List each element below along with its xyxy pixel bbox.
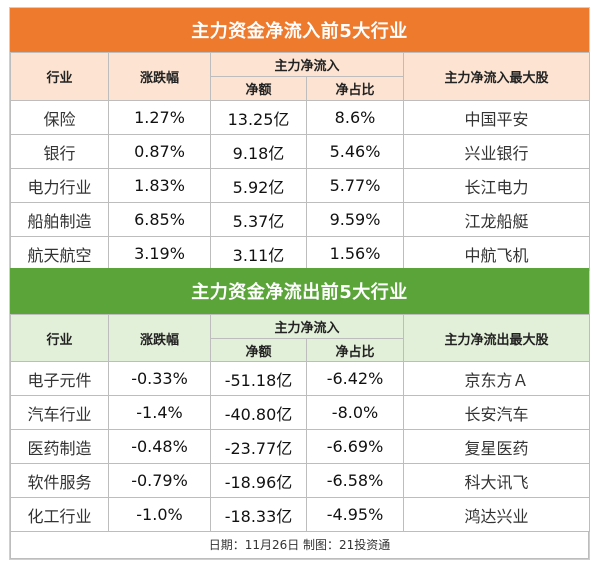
industry-cell: 医药制造 — [10, 429, 109, 464]
header-industry: 行业 — [10, 314, 109, 362]
header-top-stock: 主力净流出最大股 — [403, 314, 591, 362]
ratio-cell: 5.77% — [305, 168, 405, 203]
industry-cell: 汽车行业 — [10, 395, 109, 430]
stock-cell: 江龙船艇 — [403, 202, 591, 237]
ratio-cell: -6.69% — [305, 429, 405, 464]
amount-cell: 5.37亿 — [210, 202, 307, 237]
industry-cell: 电力行业 — [10, 168, 109, 203]
header-net-ratio: 净占比 — [305, 76, 405, 101]
stock-cell: 复星医药 — [403, 429, 591, 464]
amount-cell: -51.18亿 — [210, 361, 307, 396]
header-change: 涨跌幅 — [108, 52, 211, 101]
amount-cell: 9.18亿 — [210, 134, 307, 169]
change-cell: 3.19% — [108, 236, 211, 271]
table-row: 电子元件 -0.33% -51.18亿 -6.42% 京东方Ａ — [10, 361, 591, 396]
table-row: 化工行业 -1.0% -18.33亿 -4.95% 鸿达兴业 — [10, 497, 591, 532]
amount-cell: -40.80亿 — [210, 395, 307, 430]
stock-cell: 兴业银行 — [403, 134, 591, 169]
outflow-title: 主力资金净流出前5大行业 — [10, 268, 589, 314]
header-net-amount: 净额 — [210, 76, 307, 101]
header-net-ratio: 净占比 — [305, 338, 405, 362]
industry-cell: 化工行业 — [10, 497, 109, 532]
header-net-amount: 净额 — [210, 338, 307, 362]
industry-cell: 船舶制造 — [10, 202, 109, 237]
amount-cell: 3.11亿 — [210, 236, 307, 271]
change-cell: -1.4% — [108, 395, 211, 430]
header-change: 涨跌幅 — [108, 314, 211, 362]
ratio-cell: -8.0% — [305, 395, 405, 430]
header-net-group: 主力净流入 — [209, 52, 405, 77]
stock-cell: 科大讯飞 — [403, 463, 591, 498]
amount-cell: 13.25亿 — [210, 100, 307, 135]
stock-cell: 鸿达兴业 — [403, 497, 591, 532]
outflow-table: 行业 涨跌幅 主力净流入 主力净流出最大股 净额 净占比 电子元件 -0.33%… — [10, 314, 591, 532]
table-row: 航天航空 3.19% 3.11亿 1.56% 中航飞机 — [10, 236, 591, 271]
amount-cell: 5.92亿 — [210, 168, 307, 203]
table-row: 船舶制造 6.85% 5.37亿 9.59% 江龙船艇 — [10, 202, 591, 237]
stock-cell: 中航飞机 — [403, 236, 591, 271]
stock-cell: 京东方Ａ — [403, 361, 591, 396]
inflow-table: 行业 涨跌幅 主力净流入 主力净流入最大股 净额 净占比 保险 1.27% 13… — [10, 52, 591, 271]
header-top-stock: 主力净流入最大股 — [403, 52, 591, 101]
change-cell: -1.0% — [108, 497, 211, 532]
table-row: 医药制造 -0.48% -23.77亿 -6.69% 复星医药 — [10, 429, 591, 464]
table-row: 保险 1.27% 13.25亿 8.6% 中国平安 — [10, 100, 591, 135]
industry-cell: 软件服务 — [10, 463, 109, 498]
ratio-cell: -6.58% — [305, 463, 405, 498]
ratio-cell: 1.56% — [305, 236, 405, 271]
ratio-cell: -6.42% — [305, 361, 405, 396]
amount-cell: -18.96亿 — [210, 463, 307, 498]
footer-caption: 日期：11月26日 制图：21投资通 — [10, 531, 589, 559]
industry-cell: 电子元件 — [10, 361, 109, 396]
amount-cell: -23.77亿 — [210, 429, 307, 464]
change-cell: 1.83% — [108, 168, 211, 203]
ratio-cell: 8.6% — [305, 100, 405, 135]
change-cell: 0.87% — [108, 134, 211, 169]
ratio-cell: -4.95% — [305, 497, 405, 532]
change-cell: 6.85% — [108, 202, 211, 237]
ratio-cell: 9.59% — [305, 202, 405, 237]
change-cell: 1.27% — [108, 100, 211, 135]
header-industry: 行业 — [10, 52, 109, 101]
stock-cell: 长江电力 — [403, 168, 591, 203]
change-cell: -0.79% — [108, 463, 211, 498]
change-cell: -0.33% — [108, 361, 211, 396]
table-row: 电力行业 1.83% 5.92亿 5.77% 长江电力 — [10, 168, 591, 203]
industry-cell: 银行 — [10, 134, 109, 169]
industry-cell: 航天航空 — [10, 236, 109, 271]
stock-cell: 长安汽车 — [403, 395, 591, 430]
industry-cell: 保险 — [10, 100, 109, 135]
table-row: 汽车行业 -1.4% -40.80亿 -8.0% 长安汽车 — [10, 395, 591, 430]
table-row: 软件服务 -0.79% -18.96亿 -6.58% 科大讯飞 — [10, 463, 591, 498]
ratio-cell: 5.46% — [305, 134, 405, 169]
header-net-group: 主力净流入 — [209, 314, 405, 339]
table-row: 银行 0.87% 9.18亿 5.46% 兴业银行 — [10, 134, 591, 169]
inflow-title: 主力资金净流入前5大行业 — [10, 8, 589, 52]
change-cell: -0.48% — [108, 429, 211, 464]
stock-cell: 中国平安 — [403, 100, 591, 135]
amount-cell: -18.33亿 — [210, 497, 307, 532]
